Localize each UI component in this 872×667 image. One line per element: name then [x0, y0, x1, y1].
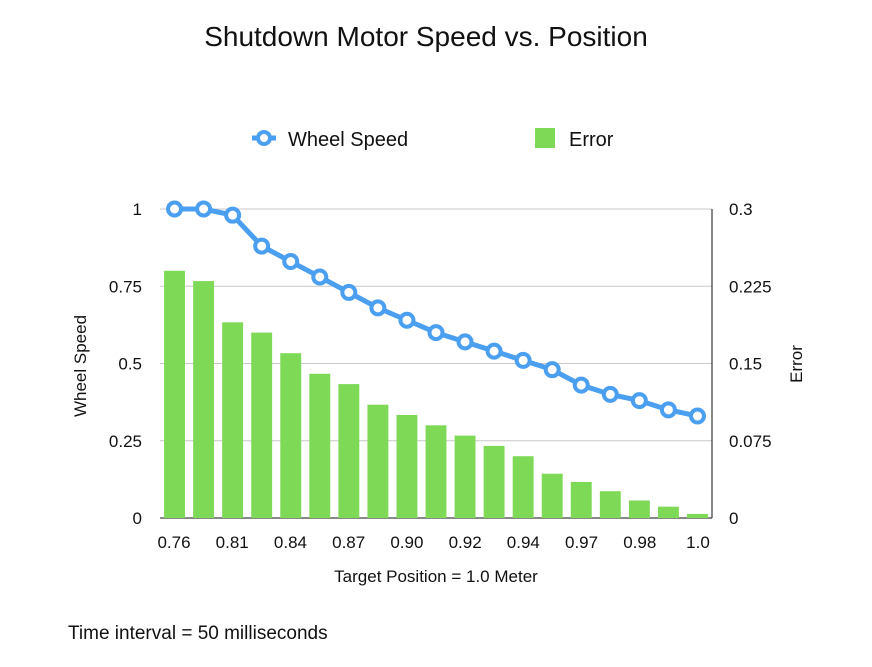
x-tick-label: 0.97	[565, 533, 598, 552]
x-tick-label: 0.81	[216, 533, 249, 552]
wheel-speed-point	[688, 407, 706, 425]
right-tick-label: 0.15	[729, 355, 762, 374]
error-bar	[454, 435, 476, 518]
x-tick-label: 0.92	[449, 533, 482, 552]
wheel-speed-point	[398, 311, 416, 329]
error-bar	[657, 506, 679, 518]
wheel-speed-series	[166, 200, 706, 425]
legend-wheel-speed-label: Wheel Speed	[288, 129, 408, 151]
left-axis-ticks: 0 0.25 0.5 0.75 1	[109, 200, 142, 528]
x-tick-label: 0.98	[623, 533, 656, 552]
wheel-speed-point	[166, 200, 184, 218]
error-bar	[280, 353, 302, 518]
error-bar	[628, 500, 650, 518]
right-tick-label: 0.225	[729, 277, 772, 296]
x-axis-ticks: 0.76 0.81 0.84 0.87 0.90 0.92 0.94 0.97 0.98 1.0	[157, 533, 709, 552]
error-bar	[512, 456, 534, 518]
error-bar	[164, 270, 185, 518]
error-bar	[541, 473, 563, 518]
right-tick-label: 0	[729, 509, 738, 528]
left-tick-label: 0	[133, 509, 142, 528]
legend-wheel-speed: Wheel Speed	[252, 129, 408, 151]
legend-wheel-speed-marker	[256, 130, 272, 146]
wheel-speed-point	[282, 253, 300, 271]
wheel-speed-point	[369, 299, 387, 317]
legend-error-label: Error	[569, 129, 614, 151]
x-tick-label: 1.0	[686, 533, 710, 552]
error-bar	[193, 281, 215, 518]
error-bar	[367, 404, 389, 518]
wheel-speed-point	[224, 206, 242, 224]
error-bar	[425, 425, 447, 518]
wheel-speed-point	[195, 200, 213, 218]
x-tick-label: 0.84	[274, 533, 307, 552]
x-tick-label: 0.87	[332, 533, 365, 552]
wheel-speed-point	[427, 324, 445, 342]
left-tick-label: 1	[133, 200, 142, 219]
error-bar	[396, 415, 418, 518]
footnote: Time interval = 50 milliseconds	[68, 623, 328, 644]
x-tick-label: 0.90	[390, 533, 423, 552]
error-bar	[599, 491, 621, 518]
right-tick-label: 0.075	[729, 432, 772, 451]
legend-error-swatch	[535, 128, 555, 148]
wheel-speed-point	[253, 237, 271, 255]
wheel-speed-point	[630, 392, 648, 410]
wheel-speed-point	[311, 268, 329, 286]
wheel-speed-point	[659, 401, 677, 419]
wheel-speed-point	[601, 385, 619, 403]
wheel-speed-point	[456, 333, 474, 351]
error-bar	[309, 373, 331, 518]
x-axis-label: Target Position = 1.0 Meter	[334, 567, 538, 586]
error-bar	[570, 481, 592, 518]
left-tick-label: 0.75	[109, 277, 142, 296]
left-tick-label: 0.5	[118, 355, 142, 374]
wheel-speed-point	[340, 283, 358, 301]
error-bar	[338, 384, 360, 518]
wheel-speed-point	[485, 342, 503, 360]
legend: Wheel Speed Error	[252, 128, 614, 151]
error-bar	[483, 445, 505, 518]
wheel-speed-point	[514, 351, 532, 369]
chart-title: Shutdown Motor Speed vs. Position	[204, 21, 648, 52]
right-tick-label: 0.3	[729, 200, 753, 219]
x-tick-label: 0.76	[157, 533, 190, 552]
error-bar	[687, 513, 708, 518]
error-bar	[251, 332, 273, 518]
x-tick-label: 0.94	[507, 533, 540, 552]
y-axis-label-left: Wheel Speed	[71, 315, 90, 417]
left-tick-label: 0.25	[109, 432, 142, 451]
y-axis-label-right: Error	[787, 345, 806, 383]
wheel-speed-point	[543, 361, 561, 379]
right-axis-ticks: 0 0.075 0.15 0.225 0.3	[729, 200, 772, 528]
wheel-speed-point	[572, 376, 590, 394]
legend-error: Error	[535, 128, 614, 151]
error-bars	[164, 270, 708, 518]
error-bar	[222, 322, 244, 518]
